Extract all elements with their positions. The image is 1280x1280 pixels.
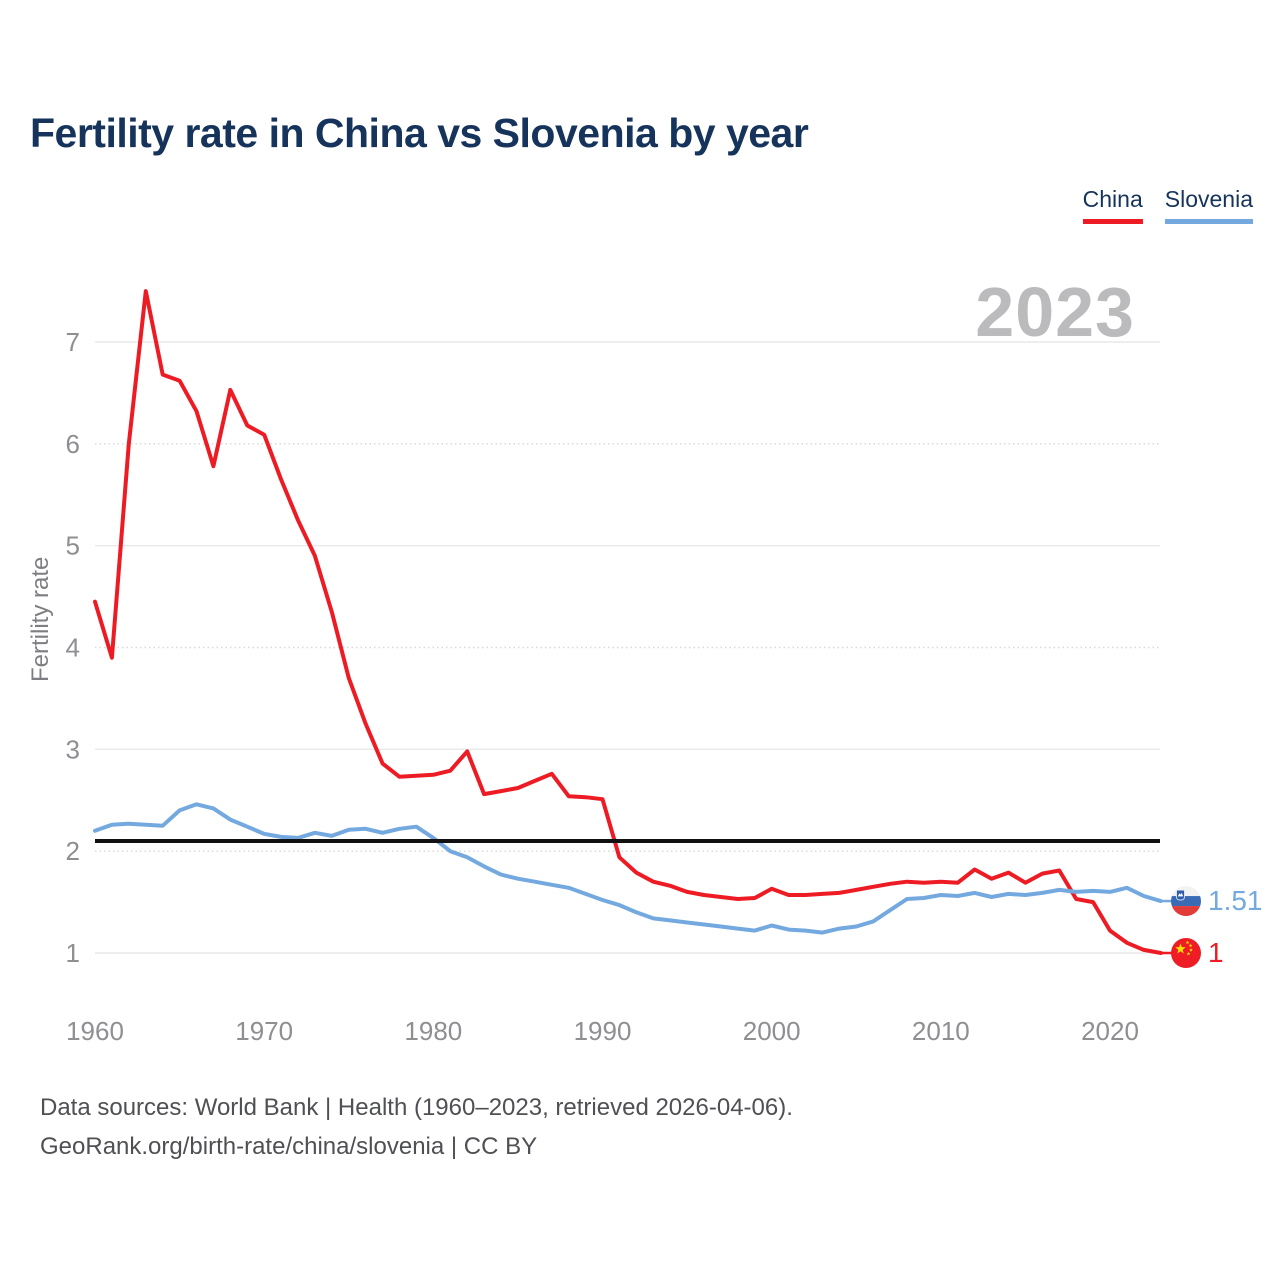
y-tick-label-6: 6 <box>66 429 80 459</box>
legend-item-slovenia[interactable]: Slovenia <box>1164 186 1253 224</box>
footer: Data sources: World Bank | Health (1960–… <box>40 1088 793 1166</box>
y-tick-label-2: 2 <box>66 836 80 866</box>
y-tick-label-3: 3 <box>66 734 80 764</box>
grid-layer <box>95 341 1160 954</box>
china-end-value: 1 <box>1208 937 1224 968</box>
footer-attribution-line: GeoRank.org/birth-rate/china/slovenia | … <box>40 1133 538 1160</box>
axis-layer: 1 2 3 4 5 6 7 1960 1970 1980 1990 2000 2010 2020 <box>66 327 1139 1046</box>
legend: China Slovenia <box>1082 186 1253 224</box>
slovenia-series-line[interactable] <box>93 802 1163 935</box>
page-title: Fertility rate in China vs Slovenia by y… <box>30 110 809 156</box>
china-flag-icon <box>1171 938 1201 968</box>
marker-layer: 11.51 <box>1160 885 1263 968</box>
slovenia-end-value: 1.51 <box>1208 885 1263 916</box>
x-tick-label-1990: 1990 <box>574 1016 632 1046</box>
y-tick-label-4: 4 <box>66 633 80 663</box>
x-tick-label-2020: 2020 <box>1081 1016 1139 1046</box>
legend-item-china[interactable]: China <box>1082 186 1143 224</box>
x-tick-label-1970: 1970 <box>235 1016 293 1046</box>
y-tick-label-1: 1 <box>66 938 80 968</box>
x-tick-label-1960: 1960 <box>66 1016 124 1046</box>
series-layer <box>93 289 1163 955</box>
y-tick-label-7: 7 <box>66 327 80 357</box>
china-series-line[interactable] <box>93 289 1163 955</box>
slovenia-flag-icon <box>1171 886 1201 917</box>
year-watermark: 2023 <box>975 273 1135 351</box>
footer-source-line: Data sources: World Bank | Health (1960–… <box>40 1094 793 1121</box>
x-tick-label-1980: 1980 <box>404 1016 462 1046</box>
x-tick-label-2000: 2000 <box>743 1016 801 1046</box>
x-tick-label-2010: 2010 <box>912 1016 970 1046</box>
y-tick-label-5: 5 <box>66 531 80 561</box>
